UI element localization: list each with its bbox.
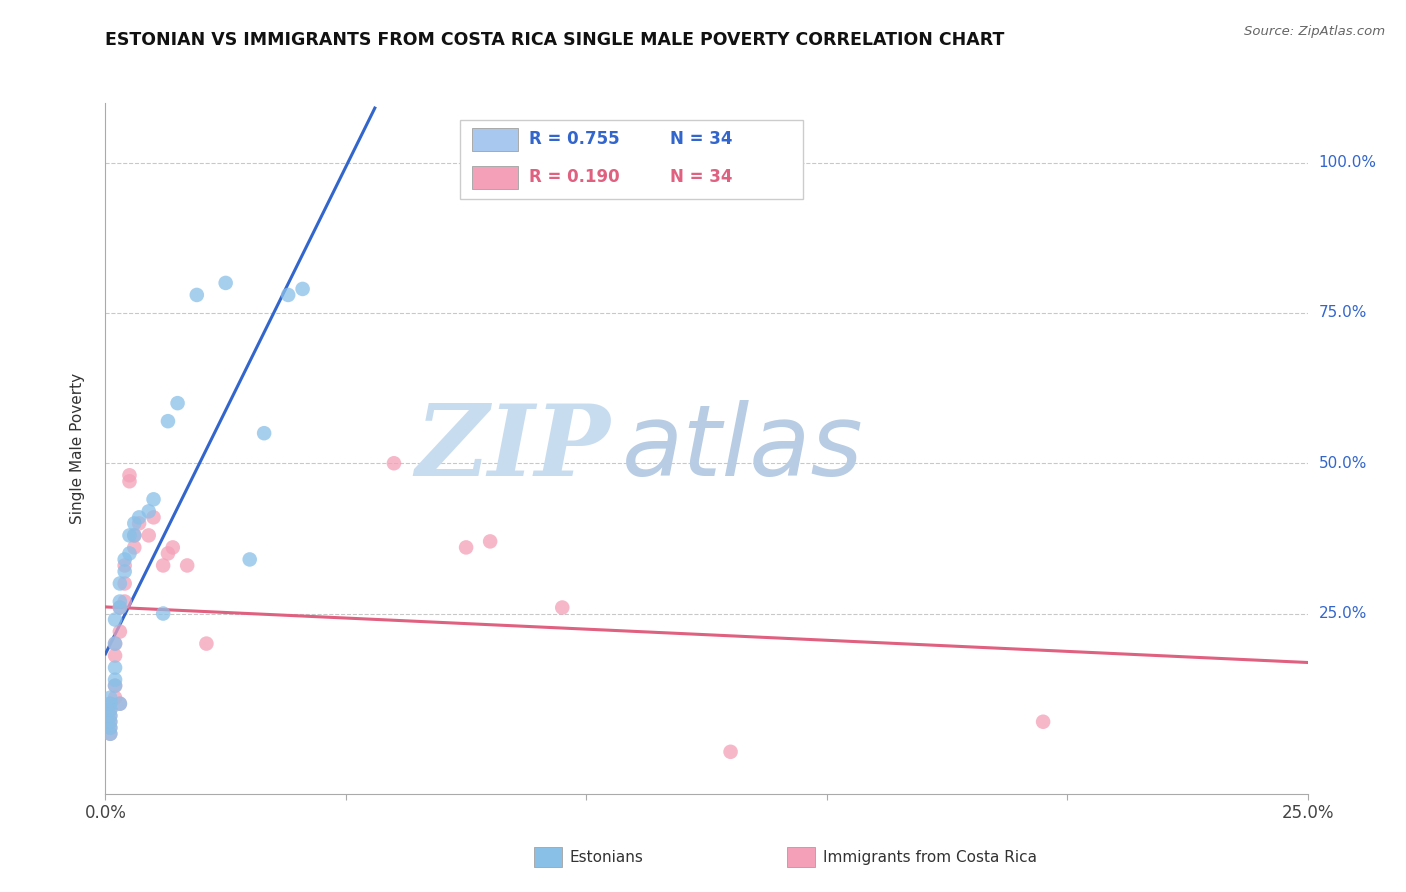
Point (138, 504, 160, 518)
Text: R = 0.190: R = 0.190 (529, 169, 619, 186)
Point (156, 546, 179, 560)
Text: 25.0%: 25.0% (1319, 606, 1367, 621)
Point (104, 637, 127, 651)
Point (98, 727, 121, 741)
Point (118, 546, 141, 560)
Point (239, 552, 262, 566)
Text: N = 34: N = 34 (671, 169, 733, 186)
Point (98, 708, 121, 723)
Point (166, 396, 188, 410)
Point (104, 673, 127, 687)
Point (152, 607, 174, 621)
Point (98, 690, 121, 705)
Point (138, 528, 160, 542)
Point (104, 679, 127, 693)
Point (98, 727, 121, 741)
Point (156, 414, 179, 428)
Point (98, 714, 121, 729)
Point (108, 594, 131, 608)
Text: 75.0%: 75.0% (1319, 305, 1367, 320)
Point (479, 534, 502, 549)
Point (118, 528, 141, 542)
Point (114, 565, 136, 579)
Text: N = 34: N = 34 (671, 130, 733, 148)
Text: 100.0%: 100.0% (1319, 155, 1376, 170)
FancyBboxPatch shape (472, 128, 517, 151)
Text: Estonians: Estonians (569, 850, 644, 864)
Point (124, 528, 146, 542)
Point (382, 456, 405, 470)
Point (128, 510, 150, 524)
Point (104, 679, 127, 693)
Point (291, 282, 314, 296)
Point (98, 703, 121, 717)
Point (98, 697, 121, 711)
Point (114, 558, 136, 573)
Text: ZIP: ZIP (415, 400, 610, 497)
Point (186, 288, 208, 302)
Point (114, 576, 136, 591)
Point (124, 528, 146, 542)
Point (118, 475, 141, 489)
Point (104, 690, 127, 705)
Text: R = 0.755: R = 0.755 (529, 130, 619, 148)
Point (108, 600, 131, 615)
Point (551, 600, 574, 615)
Point (108, 600, 131, 615)
Point (195, 637, 218, 651)
Point (454, 541, 477, 555)
Y-axis label: Single Male Poverty: Single Male Poverty (70, 373, 84, 524)
Text: Source: ZipAtlas.com: Source: ZipAtlas.com (1244, 25, 1385, 38)
Point (98, 721, 121, 735)
Point (176, 558, 198, 573)
Point (104, 613, 127, 627)
Point (98, 703, 121, 717)
Point (118, 468, 141, 483)
Point (277, 288, 299, 302)
Point (142, 492, 165, 507)
Point (720, 745, 742, 759)
Point (142, 510, 165, 524)
Point (104, 660, 127, 674)
Point (108, 697, 131, 711)
Point (162, 541, 184, 555)
Text: atlas: atlas (623, 400, 865, 497)
Text: 50.0%: 50.0% (1319, 456, 1367, 471)
Point (108, 576, 131, 591)
Point (104, 637, 127, 651)
Point (98, 708, 121, 723)
Point (214, 276, 236, 290)
Point (253, 426, 276, 441)
Point (108, 624, 131, 639)
Point (98, 714, 121, 729)
FancyBboxPatch shape (460, 120, 803, 200)
Point (108, 697, 131, 711)
Point (1032, 714, 1054, 729)
Text: ESTONIAN VS IMMIGRANTS FROM COSTA RICA SINGLE MALE POVERTY CORRELATION CHART: ESTONIAN VS IMMIGRANTS FROM COSTA RICA S… (105, 31, 1005, 49)
Text: Immigrants from Costa Rica: Immigrants from Costa Rica (823, 850, 1036, 864)
Point (124, 541, 146, 555)
Point (104, 648, 127, 663)
Point (152, 558, 174, 573)
Point (128, 516, 150, 531)
Point (124, 516, 146, 531)
Point (114, 594, 136, 608)
FancyBboxPatch shape (472, 166, 517, 189)
Point (114, 552, 136, 566)
Point (98, 697, 121, 711)
Point (98, 721, 121, 735)
